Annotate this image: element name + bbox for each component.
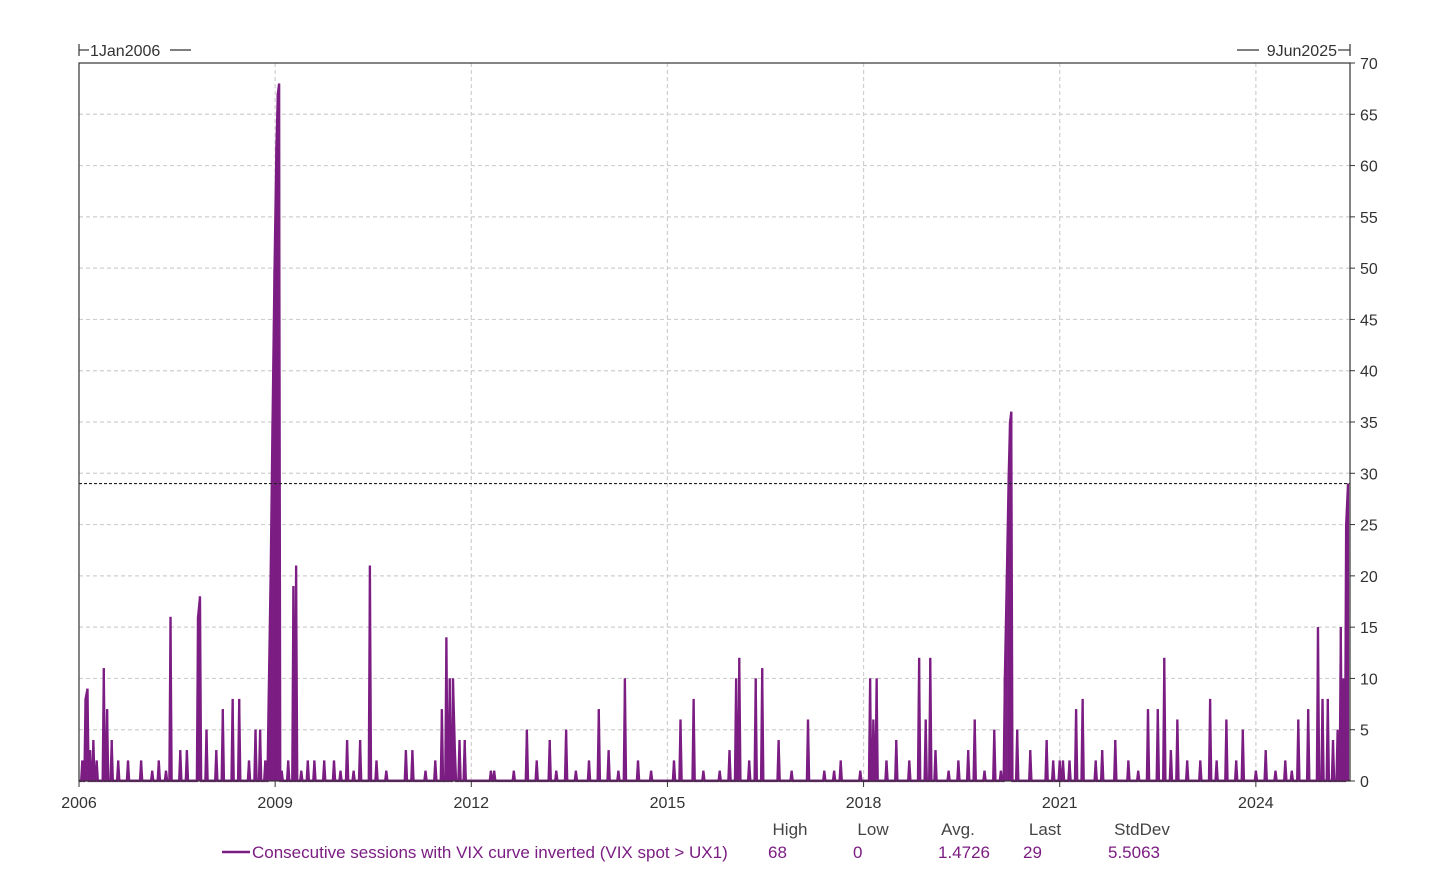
stats-header-high: High (773, 820, 808, 839)
y-tick-label: 10 (1360, 671, 1378, 688)
y-tick-label: 30 (1360, 466, 1378, 483)
axis-layer: 0 5 10 15 20 25 30 35 40 45 50 55 60 65 70 2006 2009 2012… (61, 43, 1378, 812)
y-tick-label: 20 (1360, 569, 1378, 586)
x-tick-label: 2018 (846, 795, 882, 812)
x-tick-label: 2012 (453, 795, 489, 812)
stats-value-avg: 1.4726 (938, 843, 990, 862)
stats-value-last: 29 (1023, 843, 1042, 862)
stats-header-low: Low (857, 820, 889, 839)
x-tick-label: 2021 (1042, 795, 1078, 812)
x-tick-label: 2015 (650, 795, 686, 812)
y-tick-label: 0 (1360, 774, 1369, 791)
series-line (79, 83, 1350, 783)
x-tick-label: 2024 (1238, 795, 1274, 812)
legend-series-name: Consecutive sessions with VIX curve inve… (252, 843, 728, 862)
y-tick-label: 60 (1360, 159, 1378, 176)
y-tick-label: 50 (1360, 261, 1378, 278)
y-tick-label: 70 (1360, 56, 1378, 73)
x-tick-label: 2009 (257, 795, 293, 812)
stats-value-stddev: 5.5063 (1108, 843, 1160, 862)
stats-header-stddev: StdDev (1114, 820, 1170, 839)
stats-value-high: 68 (768, 843, 787, 862)
stats-header-last: Last (1029, 820, 1061, 839)
y-tick-label: 55 (1360, 210, 1378, 227)
y-tick-label: 45 (1360, 312, 1378, 329)
series-layer (79, 83, 1350, 783)
y-tick-label: 25 (1360, 518, 1378, 535)
stats-value-low: 0 (853, 843, 862, 862)
stats-header-avg: Avg. (941, 820, 975, 839)
range-end-label: 9Jun2025 (1267, 43, 1337, 60)
y-tick-label: 15 (1360, 620, 1378, 637)
legend-layer: High Low Avg. Last StdDev Consecutive session… (222, 820, 1170, 862)
range-start-label: 1Jan2006 (90, 43, 160, 60)
y-tick-label: 35 (1360, 415, 1378, 432)
y-tick-label: 40 (1360, 364, 1378, 381)
plot-frame (78, 62, 1351, 782)
grid-layer (79, 63, 1350, 781)
x-tick-label: 2006 (61, 795, 97, 812)
y-tick-label: 65 (1360, 107, 1378, 124)
y-tick-label: 5 (1360, 723, 1369, 740)
